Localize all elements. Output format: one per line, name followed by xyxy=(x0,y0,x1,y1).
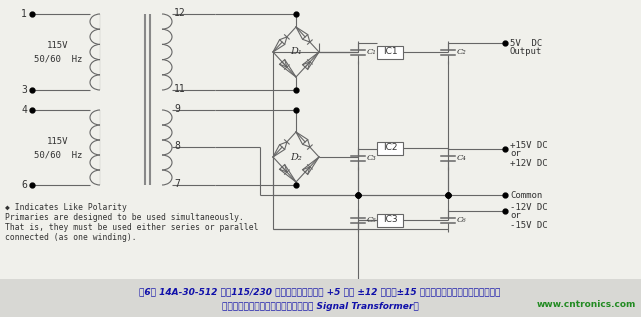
Text: 115V: 115V xyxy=(47,137,69,146)
Text: 11: 11 xyxy=(174,84,186,94)
Text: +12V DC: +12V DC xyxy=(510,158,547,167)
Text: C₅: C₅ xyxy=(367,216,377,224)
Text: 50/60  Hz: 50/60 Hz xyxy=(34,55,82,63)
Text: ◆ Indicates Like Polarity: ◆ Indicates Like Polarity xyxy=(5,204,127,212)
Text: 12: 12 xyxy=(174,8,186,18)
Text: D₂: D₂ xyxy=(290,152,302,161)
Bar xyxy=(377,141,403,154)
Text: 1: 1 xyxy=(21,9,27,19)
Text: C₄: C₄ xyxy=(457,154,467,162)
Text: or: or xyxy=(510,150,520,158)
Text: 连接初级和次级妁绕组。（图片来源： Signal Transformer）: 连接初级和次级妁绕组。（图片来源： Signal Transformer） xyxy=(222,302,419,311)
Text: or: or xyxy=(510,211,520,221)
Text: C₂: C₂ xyxy=(457,48,467,56)
Text: connected (as one winding).: connected (as one winding). xyxy=(5,234,137,243)
Text: 9: 9 xyxy=(174,104,180,114)
Bar xyxy=(0,279,641,317)
Bar xyxy=(377,214,403,227)
Text: Common: Common xyxy=(510,191,542,199)
Text: IC1: IC1 xyxy=(383,48,397,56)
Text: C₃: C₃ xyxy=(367,154,377,162)
Text: 4: 4 xyxy=(21,105,27,115)
Text: -12V DC: -12V DC xyxy=(510,203,547,211)
Text: 115V: 115V xyxy=(47,42,69,50)
Text: 图6： 14A-30-512 采用115/230 伏输入电压，适用于 +5 伏或 ±12 伏直流±15 伏直流电源，具体取决于用户如何: 图6： 14A-30-512 采用115/230 伏输入电压，适用于 +5 伏或… xyxy=(139,288,501,297)
Text: D₁: D₁ xyxy=(290,48,302,56)
Text: 50/60  Hz: 50/60 Hz xyxy=(34,150,82,159)
Text: C₁: C₁ xyxy=(367,48,377,56)
Text: Primaries are designed to be used simultaneously.: Primaries are designed to be used simult… xyxy=(5,214,244,223)
Text: 7: 7 xyxy=(174,179,180,189)
Bar xyxy=(377,46,403,59)
Text: -15V DC: -15V DC xyxy=(510,221,547,230)
Text: That is, they must be used either series or parallel: That is, they must be used either series… xyxy=(5,223,258,232)
Text: 8: 8 xyxy=(174,141,180,151)
Text: IC2: IC2 xyxy=(383,144,397,152)
Text: IC3: IC3 xyxy=(383,216,397,224)
Text: C₆: C₆ xyxy=(457,216,467,224)
Text: 3: 3 xyxy=(21,85,27,95)
Text: 6: 6 xyxy=(21,180,27,190)
Text: +15V DC: +15V DC xyxy=(510,140,547,150)
Text: www.cntronics.com: www.cntronics.com xyxy=(537,300,636,309)
Text: 5V  DC: 5V DC xyxy=(510,38,542,48)
Text: Output: Output xyxy=(510,48,542,56)
